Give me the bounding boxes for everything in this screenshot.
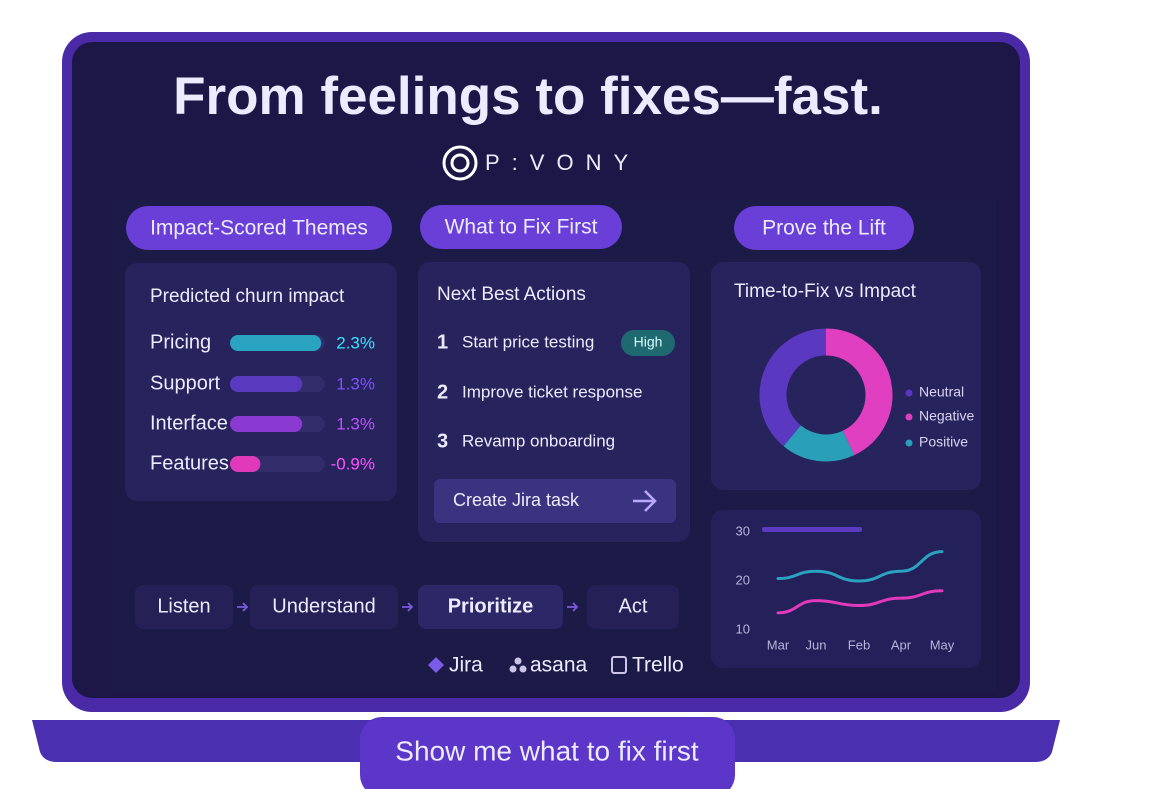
flow-step — [250, 585, 398, 629]
bar — [230, 456, 261, 472]
flow-step — [418, 585, 563, 629]
x-tick-label: Apr — [891, 637, 912, 652]
legend-bar — [762, 527, 862, 532]
card — [418, 262, 690, 542]
legend-dot — [905, 439, 913, 447]
x-tick-label: Mar — [767, 637, 790, 652]
value-label: -0.9% — [331, 454, 375, 473]
section-pill[interactable] — [420, 205, 622, 249]
x-tick-label: Jun — [806, 637, 827, 652]
bar-label: Pricing — [150, 331, 211, 353]
card-title: Time-to-Fix vs Impact — [734, 281, 917, 302]
bar-label: Interface — [150, 412, 228, 434]
flow-step — [587, 585, 679, 629]
value-label: 2.3% — [336, 333, 375, 352]
bar-label: Features — [150, 452, 229, 474]
flow-step — [135, 585, 233, 629]
flow-label: Prioritize — [448, 595, 534, 617]
section-pill[interactable] — [126, 206, 392, 250]
action-text: Start price testing — [462, 332, 594, 351]
button-label: Create Jira task — [453, 490, 580, 510]
asana-icon — [519, 665, 527, 673]
donut-segment — [825, 328, 893, 456]
flow-arrow — [567, 602, 579, 612]
action-text: Revamp onboarding — [462, 431, 615, 450]
action-text: Improve ticket response — [462, 382, 642, 401]
donut-segment — [759, 328, 827, 447]
section-label: Prove the Lift — [762, 217, 886, 240]
legend-label: Positive — [919, 434, 968, 450]
badge-label: High — [634, 334, 663, 350]
section-label: What to Fix First — [445, 216, 598, 239]
arrow-icon — [633, 490, 657, 512]
priority-badge — [621, 330, 675, 356]
y-tick-label: 30 — [736, 523, 750, 538]
asana-icon — [509, 665, 517, 673]
jira-button[interactable] — [434, 479, 676, 523]
asana-icon — [514, 657, 522, 665]
line-series — [776, 589, 944, 615]
value-label: 1.3% — [336, 414, 375, 433]
brand-logo: P:VONY — [442, 145, 640, 181]
cta-button[interactable] — [360, 717, 735, 789]
flow-arrow — [237, 602, 249, 612]
legend-label: Neutral — [919, 384, 964, 400]
brand-name: P:VONY — [485, 150, 640, 175]
action-number: 3 — [437, 430, 448, 452]
value-label: 1.3% — [336, 374, 375, 393]
integration: asana — [530, 654, 588, 677]
card-title: Predicted churn impact — [150, 286, 345, 307]
legend-label: Negative — [919, 408, 974, 424]
donut-segment — [783, 424, 855, 462]
headline: From feelings to fixes—fast. — [173, 67, 883, 126]
trello-icon — [611, 656, 627, 674]
flow-label: Listen — [157, 595, 210, 617]
legend-dot — [905, 389, 913, 397]
flow: Listen Understand Prioritize Act — [135, 585, 679, 629]
logo-ring — [442, 145, 478, 181]
bar-label: Support — [150, 372, 220, 394]
action-number: 2 — [437, 381, 448, 403]
section-pill[interactable] — [734, 206, 914, 250]
line-series — [776, 550, 944, 583]
x-tick-label: May — [930, 637, 955, 652]
bar — [230, 416, 303, 432]
legend-dot — [905, 413, 913, 421]
flow-arrow — [402, 602, 414, 612]
action-number: 1 — [437, 331, 448, 353]
x-tick-label: Feb — [848, 637, 870, 652]
section-label: Impact-Scored Themes — [150, 217, 368, 240]
y-tick-label: 10 — [736, 621, 750, 636]
jira-icon — [428, 657, 444, 673]
card — [711, 510, 981, 668]
bar — [230, 335, 322, 351]
logo-inner — [450, 153, 470, 173]
y-tick-label: 20 — [736, 572, 750, 587]
bar — [230, 376, 303, 392]
cta-label: Show me what to fix first — [395, 735, 699, 766]
flow-label: Act — [619, 595, 648, 617]
flow-label: Understand — [272, 595, 375, 617]
integration: Trello — [632, 654, 684, 677]
integration: Jira — [449, 654, 483, 677]
card-title: Next Best Actions — [437, 284, 586, 305]
